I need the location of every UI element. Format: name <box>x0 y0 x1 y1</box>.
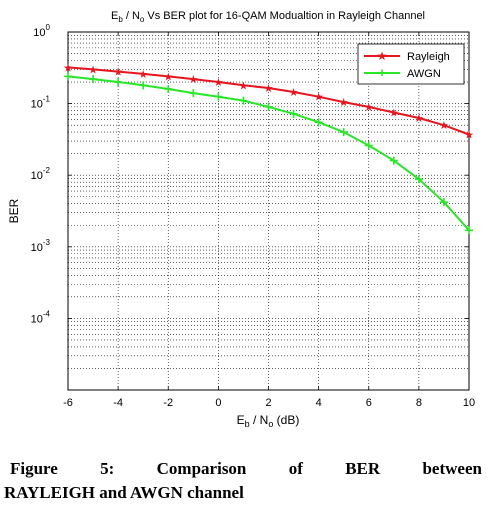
data-point-awgn <box>139 81 148 90</box>
x-tick-label: -2 <box>163 397 173 409</box>
data-point-awgn <box>189 89 198 98</box>
data-point-awgn <box>389 156 398 165</box>
grid-lines <box>68 32 469 390</box>
x-tick-label: 2 <box>265 397 271 409</box>
data-point-rayleigh: ★ <box>138 69 148 81</box>
data-point-awgn <box>314 118 323 127</box>
data-point-rayleigh: ★ <box>389 108 399 120</box>
chart-title: Eb / No Vs BER plot for 16-QAM Modualtio… <box>111 10 425 24</box>
data-point-rayleigh: ★ <box>414 113 424 125</box>
x-tick-label: 4 <box>316 397 322 409</box>
x-tick-label: -6 <box>63 397 73 409</box>
data-point-rayleigh: ★ <box>163 71 173 83</box>
data-point-awgn <box>239 96 248 105</box>
data-point-rayleigh: ★ <box>264 83 274 95</box>
data-point-awgn <box>289 109 298 118</box>
data-point-awgn <box>465 226 473 235</box>
data-point-rayleigh: ★ <box>339 97 349 109</box>
series-line-rayleigh <box>67 66 470 136</box>
data-point-rayleigh: ★ <box>364 102 374 114</box>
data-point-rayleigh: ★ <box>63 62 73 74</box>
data-point-rayleigh: ★ <box>314 92 324 104</box>
data-point-rayleigh: ★ <box>213 77 223 89</box>
data-point-awgn <box>64 72 72 81</box>
x-tick-label: 8 <box>416 397 422 409</box>
legend-box <box>357 43 465 85</box>
series-layer: ★ ★ ★ ★ ★ ★ ★ ★ ★ ★ ★ ★ ★ ★ ★ ★ ★ <box>63 62 474 235</box>
data-point-rayleigh: ★ <box>439 120 449 132</box>
y-tick-label: 100 <box>33 23 50 39</box>
data-point-rayleigh: ★ <box>289 87 299 99</box>
caption-word: Comparison <box>156 459 247 478</box>
caption-line-1: Figure 5: Comparison of BER between <box>4 457 482 481</box>
data-point-rayleigh: ★ <box>188 74 198 86</box>
data-point-awgn <box>114 78 123 87</box>
x-tick-label: -4 <box>113 397 123 409</box>
x-tick-label: 10 <box>463 397 475 409</box>
x-tick-label: 0 <box>215 397 221 409</box>
legend-rayleigh-label: Rayleigh <box>407 51 450 63</box>
data-point-awgn <box>164 84 173 93</box>
x-axis-label: Eb / No (dB) <box>237 413 300 429</box>
legend-awgn-label: AWGN <box>407 68 441 80</box>
data-point-rayleigh: ★ <box>88 64 98 76</box>
data-point-awgn <box>364 141 373 150</box>
y-tick-label: 10-4 <box>31 309 51 325</box>
caption-line-2: RAYLEIGH and AWGN channel <box>4 483 244 502</box>
y-tick-label: 10-1 <box>31 95 51 111</box>
data-point-awgn <box>414 175 423 184</box>
x-axis-ticks: -6 -4 -2 0 2 4 6 8 10 <box>63 32 475 409</box>
caption-word: between <box>422 459 482 478</box>
caption-word: of <box>288 459 303 478</box>
caption-word: Figure <box>10 459 58 478</box>
legend: ★ Rayleigh + AWGN <box>357 43 465 85</box>
data-point-awgn <box>339 128 348 137</box>
data-point-rayleigh: ★ <box>113 67 123 79</box>
caption-word: 5: <box>100 459 115 478</box>
legend-awgn-marker: + <box>378 65 386 80</box>
data-point-awgn <box>214 92 223 101</box>
y-axis-label: BER <box>7 198 21 223</box>
y-tick-label: 10-2 <box>31 166 51 182</box>
data-point-rayleigh: ★ <box>464 130 474 142</box>
x-tick-label: 6 <box>366 397 372 409</box>
figure-caption: Figure 5: Comparison of BER between RAYL… <box>4 457 482 505</box>
data-point-awgn <box>89 75 98 84</box>
caption-word: BER <box>345 459 381 478</box>
y-tick-label: 10-3 <box>31 238 51 254</box>
y-axis-ticks: 100 10-1 10-2 10-3 10-4 <box>31 23 469 325</box>
data-point-awgn <box>264 102 273 111</box>
data-point-awgn <box>439 198 448 207</box>
legend-rayleigh-marker: ★ <box>377 49 388 63</box>
data-point-rayleigh: ★ <box>239 80 249 92</box>
